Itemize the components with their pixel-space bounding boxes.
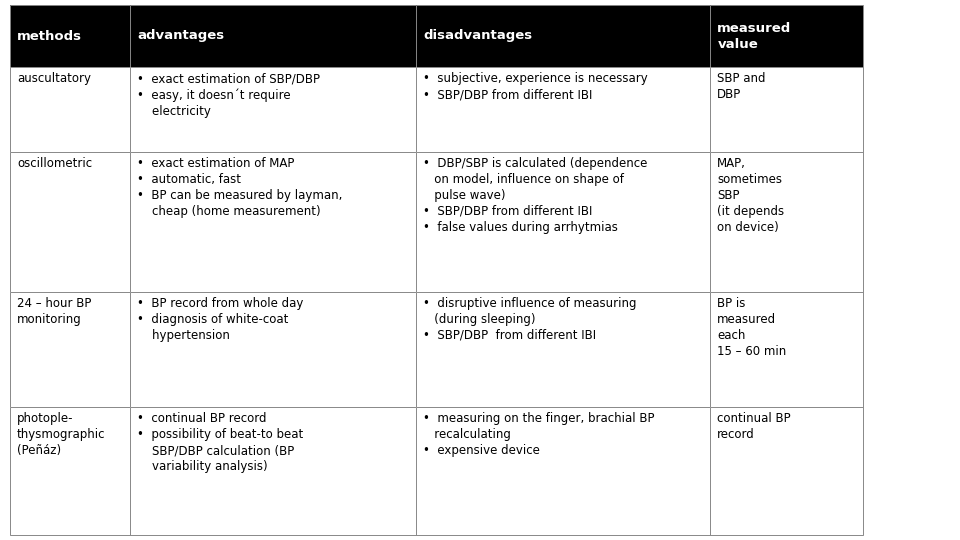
Text: auscultatory: auscultatory xyxy=(17,72,91,85)
Bar xyxy=(416,407,710,535)
Text: 24 – hour BP
monitoring: 24 – hour BP monitoring xyxy=(17,297,91,326)
Bar xyxy=(416,67,710,152)
Bar xyxy=(10,5,131,67)
Text: MAP,
sometimes
SBP
(it depends
on device): MAP, sometimes SBP (it depends on device… xyxy=(717,157,784,234)
Bar xyxy=(416,407,710,535)
Bar xyxy=(710,67,863,152)
Bar xyxy=(131,292,416,407)
Bar xyxy=(416,152,710,292)
Bar xyxy=(416,152,710,292)
Bar xyxy=(131,152,416,292)
Bar xyxy=(131,67,416,152)
Bar xyxy=(710,407,863,535)
Bar xyxy=(10,292,131,407)
Bar xyxy=(710,152,863,292)
Bar xyxy=(10,152,131,292)
Bar xyxy=(416,5,710,67)
Bar xyxy=(10,67,131,152)
Bar xyxy=(710,5,863,67)
Text: •  subjective, experience is necessary
•  SBP/DBP from different IBI: • subjective, experience is necessary • … xyxy=(423,72,648,101)
Text: methods: methods xyxy=(17,30,82,43)
Text: oscillometric: oscillometric xyxy=(17,157,92,170)
Text: •  exact estimation of MAP
•  automatic, fast
•  BP can be measured by layman,
 : • exact estimation of MAP • automatic, f… xyxy=(137,157,343,218)
Text: disadvantages: disadvantages xyxy=(423,30,532,43)
Text: advantages: advantages xyxy=(137,30,225,43)
Bar xyxy=(131,152,416,292)
Text: measured
value: measured value xyxy=(717,22,792,51)
Bar xyxy=(131,5,416,67)
Bar xyxy=(710,292,863,407)
Bar xyxy=(10,5,131,67)
Bar xyxy=(131,407,416,535)
Bar xyxy=(710,67,863,152)
Bar xyxy=(416,67,710,152)
Bar xyxy=(416,5,710,67)
Text: photople-
thysmographic
(Peñáz): photople- thysmographic (Peñáz) xyxy=(17,412,106,457)
Bar xyxy=(710,152,863,292)
Text: BP is
measured
each
15 – 60 min: BP is measured each 15 – 60 min xyxy=(717,297,786,358)
Bar xyxy=(10,407,131,535)
Bar xyxy=(131,292,416,407)
Bar xyxy=(10,292,131,407)
Bar xyxy=(710,407,863,535)
Bar xyxy=(10,152,131,292)
Bar xyxy=(710,292,863,407)
Text: •  disruptive influence of measuring
   (during sleeping)
•  SBP/DBP  from diffe: • disruptive influence of measuring (dur… xyxy=(423,297,636,342)
Text: •  BP record from whole day
•  diagnosis of white-coat
    hypertension: • BP record from whole day • diagnosis o… xyxy=(137,297,303,342)
Bar xyxy=(131,407,416,535)
Bar xyxy=(10,67,131,152)
Text: continual BP
record: continual BP record xyxy=(717,412,791,441)
Bar xyxy=(710,5,863,67)
Bar xyxy=(416,292,710,407)
Text: •  continual BP record
•  possibility of beat-to beat
    SBP/DBP calculation (B: • continual BP record • possibility of b… xyxy=(137,412,303,473)
Text: •  DBP/SBP is calculated (dependence
   on model, influence on shape of
   pulse: • DBP/SBP is calculated (dependence on m… xyxy=(423,157,647,234)
Bar xyxy=(10,407,131,535)
Text: •  measuring on the finger, brachial BP
   recalculating
•  expensive device: • measuring on the finger, brachial BP r… xyxy=(423,412,655,457)
Bar xyxy=(416,292,710,407)
Text: •  exact estimation of SBP/DBP
•  easy, it doesn´t require
    electricity: • exact estimation of SBP/DBP • easy, it… xyxy=(137,72,321,118)
Bar xyxy=(131,5,416,67)
Bar xyxy=(131,67,416,152)
Text: SBP and
DBP: SBP and DBP xyxy=(717,72,766,101)
